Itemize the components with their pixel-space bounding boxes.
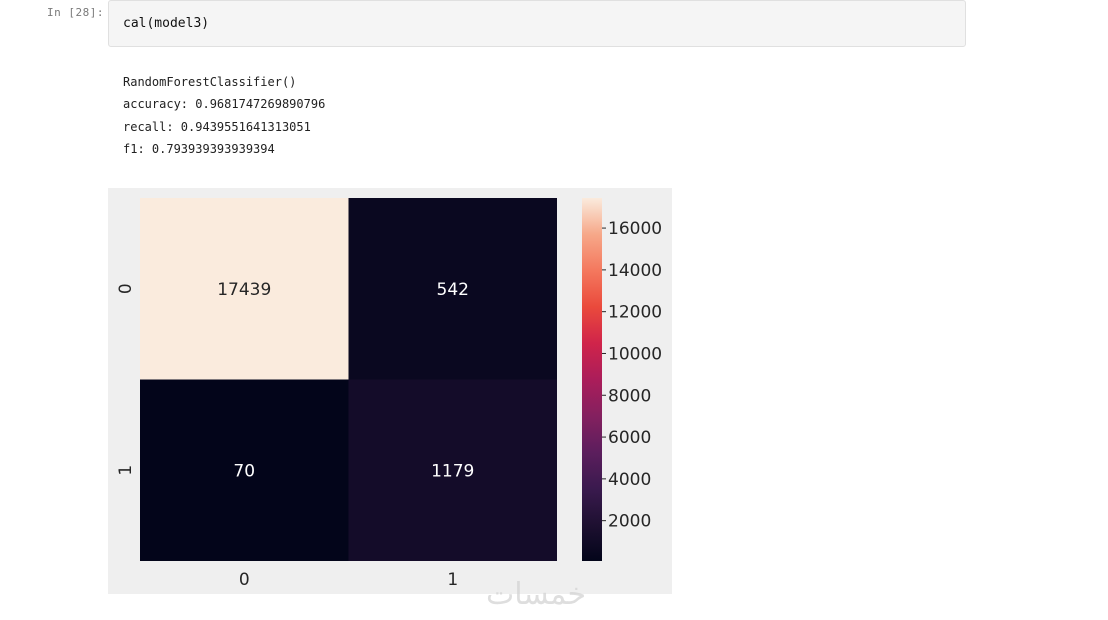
cell-value-label: 17439 (217, 280, 271, 300)
colorbar-tick-label: 14000 (608, 261, 662, 281)
heatmap-cell (348, 198, 557, 380)
colorbar-tick-label: 16000 (608, 219, 662, 239)
colorbar-tick-label: 2000 (608, 512, 651, 532)
heatmap-cell (140, 379, 349, 561)
colorbar-tick-label: 6000 (608, 428, 651, 448)
cell-value-label: 70 (233, 461, 255, 481)
code-text[interactable]: cal(model3) (123, 16, 210, 31)
output-line-recall: recall: 0.9439551641313051 (123, 119, 311, 134)
cell-output: RandomForestClassifier() accuracy: 0.968… (123, 71, 325, 160)
x-tick-label: 0 (239, 570, 250, 590)
colorbar-tick-label: 4000 (608, 470, 651, 490)
output-line-f1: f1: 0.793939393939394 (123, 141, 275, 156)
output-line-model: RandomForestClassifier() (123, 75, 297, 89)
heatmap-cell (140, 198, 349, 380)
colorbar-tick-label: 12000 (608, 303, 662, 323)
code-input-cell[interactable]: cal(model3) (108, 0, 966, 47)
heatmap-cell (348, 379, 557, 561)
colorbar-tick-label: 10000 (608, 344, 662, 364)
output-line-accuracy: accuracy: 0.9681747269890796 (123, 97, 326, 112)
y-tick-label: 0 (116, 283, 136, 294)
y-tick-label: 1 (116, 465, 136, 476)
watermark-logo: خمسات (486, 577, 587, 612)
colorbar (582, 198, 602, 561)
cell-value-label: 542 (437, 280, 469, 300)
heatmap-chart: 17439 542 70 1179 0 1 0 1 2000 4000 6000 8000 10000… (116, 198, 662, 590)
cell-prompt: In [28]: (47, 6, 104, 19)
cell-value-label: 1179 (431, 461, 474, 481)
confusion-matrix-figure: 17439 542 70 1179 0 1 0 1 2000 4000 6000 8000 10000… (108, 188, 672, 594)
x-tick-label: 1 (447, 570, 458, 590)
colorbar-tick-label: 8000 (608, 386, 651, 406)
